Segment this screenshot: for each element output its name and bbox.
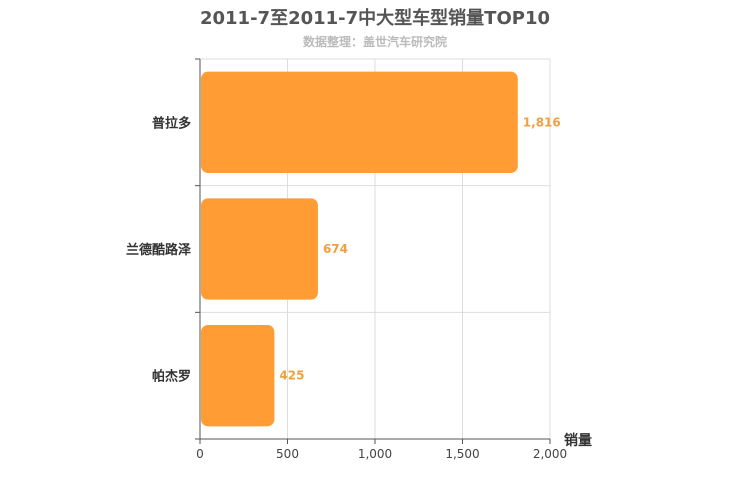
x-axis-title: 销量 <box>564 432 592 449</box>
data-label: 674 <box>323 242 348 256</box>
y-tick-label: 兰德酷路泽 <box>126 242 192 258</box>
x-tick-label: 2,000 <box>533 447 567 461</box>
y-tick-label: 帕杰罗 <box>152 369 191 385</box>
x-tick-label: 1,500 <box>445 447 479 461</box>
bar <box>201 198 318 300</box>
data-label: 425 <box>279 369 304 383</box>
chart-title: 2011-7至2011-7中大型车型销量TOP10 <box>199 8 550 29</box>
bar <box>201 325 275 427</box>
bar <box>201 71 518 173</box>
x-tick-label: 0 <box>196 447 204 461</box>
x-tick-label: 1,000 <box>358 447 392 461</box>
chart-subtitle: 数据整理：盖世汽车研究院 <box>302 35 447 49</box>
data-label: 1,816 <box>523 115 561 129</box>
x-tick-label: 500 <box>276 447 299 461</box>
y-tick-label: 普拉多 <box>152 115 191 131</box>
